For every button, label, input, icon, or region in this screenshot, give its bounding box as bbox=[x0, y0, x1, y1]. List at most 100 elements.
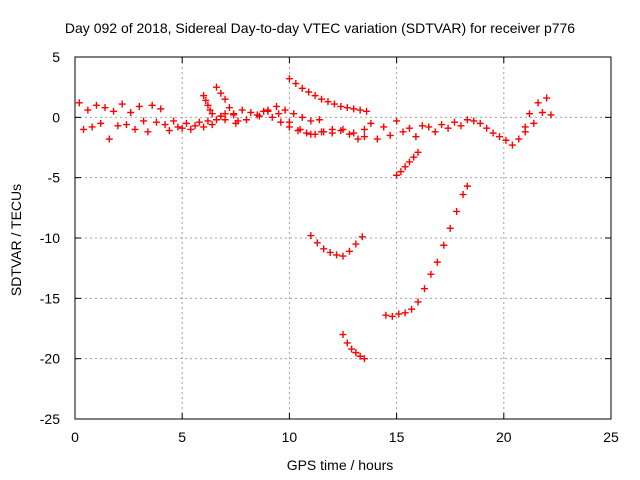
data-point bbox=[412, 133, 420, 141]
series-upper-arc-7-10h bbox=[221, 102, 323, 125]
data-point bbox=[80, 125, 88, 133]
data-point bbox=[401, 163, 409, 171]
data-point bbox=[206, 106, 214, 114]
data-point bbox=[232, 119, 240, 127]
tick-layer: 0 5 10 15 20 25 5 0 -5 -10 -15 -20 -25 bbox=[40, 49, 619, 445]
data-point bbox=[408, 305, 416, 313]
data-point bbox=[538, 109, 546, 117]
data-point bbox=[530, 119, 538, 127]
data-point bbox=[356, 106, 364, 114]
data-point bbox=[230, 110, 238, 118]
data-point bbox=[84, 106, 92, 114]
data-point bbox=[221, 95, 229, 103]
data-point bbox=[313, 239, 321, 247]
data-point bbox=[195, 118, 203, 126]
data-point bbox=[515, 135, 523, 143]
data-point bbox=[459, 191, 467, 199]
y-axis-label: SDTVAR / TECUs bbox=[8, 183, 24, 297]
data-point bbox=[174, 123, 182, 131]
data-point bbox=[339, 331, 347, 339]
data-point bbox=[354, 135, 362, 143]
data-point bbox=[292, 80, 300, 88]
data-point bbox=[200, 123, 208, 131]
data-point bbox=[260, 107, 268, 115]
x-tick-label: 20 bbox=[496, 429, 512, 445]
y-tick-label: 5 bbox=[52, 49, 60, 65]
data-point bbox=[204, 117, 212, 125]
y-tick-label: -20 bbox=[40, 351, 60, 367]
data-point bbox=[352, 349, 360, 357]
data-point bbox=[110, 107, 118, 115]
data-point bbox=[397, 168, 405, 176]
data-point bbox=[360, 125, 368, 133]
data-point bbox=[483, 124, 491, 132]
data-point bbox=[285, 75, 293, 83]
data-point bbox=[502, 136, 510, 144]
x-tick-label: 0 bbox=[71, 429, 79, 445]
data-point bbox=[318, 95, 326, 103]
series-rise-21-22.3h bbox=[521, 94, 555, 131]
data-point bbox=[360, 355, 368, 363]
y-tick-label: -5 bbox=[48, 170, 61, 186]
data-point bbox=[337, 102, 345, 110]
data-point bbox=[92, 101, 100, 109]
data-point bbox=[393, 117, 401, 125]
series-decline-10-13.5h bbox=[285, 75, 371, 115]
data-point bbox=[337, 127, 345, 135]
series-band-13.5-21h bbox=[360, 116, 529, 149]
data-point bbox=[101, 104, 109, 112]
data-point bbox=[161, 121, 169, 129]
data-point bbox=[356, 352, 364, 360]
data-point bbox=[221, 110, 229, 118]
data-point bbox=[444, 124, 452, 132]
data-point bbox=[281, 106, 289, 114]
series-drop-12.5-13.5h bbox=[339, 331, 368, 363]
data-point bbox=[352, 240, 360, 248]
data-point bbox=[144, 128, 152, 136]
data-point bbox=[135, 102, 143, 110]
data-point bbox=[152, 118, 160, 126]
data-point bbox=[247, 109, 255, 117]
y-tick-label: -25 bbox=[40, 411, 60, 427]
series-lower-arc-7.5-11.5h bbox=[232, 106, 368, 141]
data-point bbox=[395, 310, 403, 318]
data-point bbox=[401, 309, 409, 317]
data-point bbox=[326, 248, 334, 256]
data-point bbox=[311, 92, 319, 100]
y-tick-label: -15 bbox=[40, 290, 60, 306]
data-point bbox=[348, 345, 356, 353]
data-point bbox=[339, 252, 347, 260]
data-point bbox=[446, 224, 454, 232]
data-point bbox=[208, 110, 216, 118]
data-point bbox=[405, 158, 413, 166]
data-point bbox=[217, 112, 225, 120]
chart-title: Day 092 of 2018, Sidereal Day-to-day VTE… bbox=[64, 20, 576, 36]
data-point bbox=[118, 100, 126, 108]
data-point bbox=[187, 125, 195, 133]
data-point bbox=[131, 125, 139, 133]
data-point bbox=[350, 105, 358, 113]
data-point bbox=[294, 127, 302, 135]
data-point bbox=[140, 117, 148, 125]
data-point bbox=[420, 285, 428, 293]
data-point bbox=[333, 251, 341, 259]
data-point bbox=[277, 118, 285, 126]
data-point bbox=[75, 99, 83, 107]
data-point bbox=[122, 121, 130, 129]
data-point bbox=[311, 130, 319, 138]
data-point bbox=[238, 106, 246, 114]
data-point bbox=[165, 127, 173, 135]
data-point bbox=[393, 171, 401, 179]
data-point bbox=[508, 141, 516, 149]
data-point bbox=[97, 119, 105, 127]
y-tick-label: -10 bbox=[40, 230, 60, 246]
data-point bbox=[470, 117, 478, 125]
series-spike-6h bbox=[200, 92, 216, 118]
data-point bbox=[298, 84, 306, 92]
data-point bbox=[427, 270, 435, 278]
data-point bbox=[399, 128, 407, 136]
series-bowl-11-13.5h bbox=[307, 232, 366, 260]
x-tick-label: 10 bbox=[282, 429, 298, 445]
data-point bbox=[431, 128, 439, 136]
series-climb-14.5-18.3h bbox=[382, 182, 471, 320]
